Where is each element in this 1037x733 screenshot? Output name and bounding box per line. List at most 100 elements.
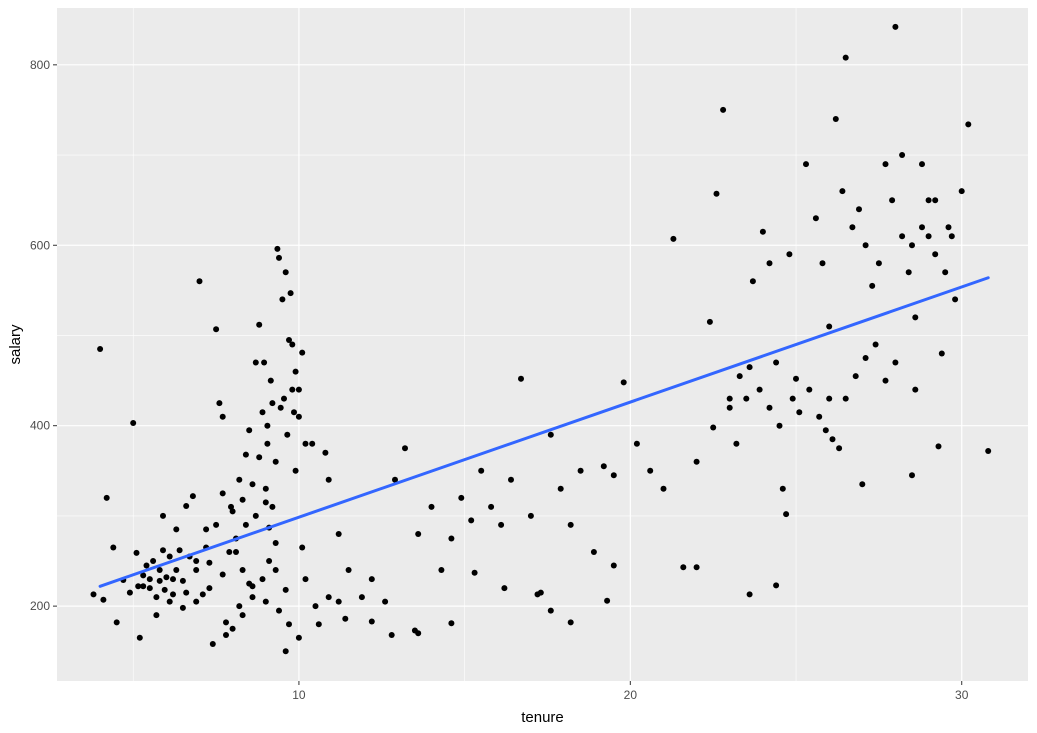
data-point <box>932 251 939 258</box>
data-point <box>759 228 766 235</box>
x-tick-label: 20 <box>624 688 638 702</box>
data-point <box>272 540 279 546</box>
data-point <box>826 323 833 330</box>
data-point <box>100 596 107 603</box>
data-point <box>458 494 465 501</box>
data-point <box>806 386 813 393</box>
data-point <box>272 567 279 573</box>
data-point <box>223 632 229 638</box>
data-points <box>90 23 992 655</box>
data-point <box>179 604 186 611</box>
y-axis-ticks: 200 400 600 800 <box>30 58 57 613</box>
data-point <box>557 485 564 492</box>
plot-panel <box>57 8 1028 681</box>
data-point <box>259 576 266 583</box>
data-point <box>793 375 799 382</box>
data-point <box>819 260 826 267</box>
x-axis-ticks: 10 20 30 <box>292 681 969 702</box>
data-point <box>170 576 176 583</box>
data-point <box>620 379 627 386</box>
data-point <box>776 422 783 429</box>
data-point <box>590 549 597 555</box>
data-point <box>789 395 796 402</box>
data-point <box>909 242 915 249</box>
data-point <box>796 409 803 416</box>
data-point <box>859 481 866 488</box>
data-point <box>156 577 163 584</box>
data-point <box>892 359 899 366</box>
data-point <box>872 341 879 348</box>
data-point <box>382 598 389 605</box>
data-point <box>783 511 790 518</box>
data-point <box>143 562 150 569</box>
data-point <box>746 591 753 598</box>
y-tick-label: 600 <box>30 238 50 252</box>
data-point <box>875 260 882 267</box>
data-point <box>478 467 485 474</box>
data-point <box>325 476 332 483</box>
data-point <box>140 572 147 579</box>
data-point <box>193 558 200 564</box>
data-point <box>547 607 554 614</box>
data-point <box>779 485 786 492</box>
data-point <box>577 467 584 474</box>
data-point <box>925 197 932 204</box>
data-point <box>746 364 753 371</box>
data-point <box>242 451 249 458</box>
data-point <box>223 619 229 626</box>
data-point <box>839 188 846 195</box>
data-point <box>135 583 142 590</box>
data-point <box>766 260 773 267</box>
data-point <box>803 161 809 168</box>
data-point <box>136 634 143 641</box>
y-tick-label: 200 <box>30 599 50 613</box>
data-point <box>766 404 773 411</box>
data-point <box>206 585 213 592</box>
data-point <box>110 544 117 551</box>
data-point <box>633 440 640 447</box>
data-point <box>335 531 342 537</box>
data-point <box>965 121 972 128</box>
data-point <box>610 472 617 479</box>
data-point <box>160 512 166 519</box>
data-point <box>267 377 274 384</box>
data-point <box>233 549 239 555</box>
data-point <box>261 359 268 366</box>
data-point <box>786 251 793 258</box>
data-point <box>97 346 104 352</box>
data-point <box>153 612 160 619</box>
data-point <box>842 395 849 402</box>
data-point <box>264 422 271 429</box>
data-point <box>438 567 445 573</box>
x-tick-label: 30 <box>955 688 969 702</box>
data-point <box>498 521 505 528</box>
data-point <box>567 619 574 626</box>
data-point <box>299 544 306 551</box>
data-point <box>706 318 713 325</box>
data-point <box>322 449 329 456</box>
data-point <box>249 594 256 601</box>
data-point <box>193 598 200 605</box>
data-point <box>743 395 750 402</box>
data-point <box>183 503 190 509</box>
data-point <box>246 427 253 434</box>
data-point <box>262 485 269 492</box>
data-point <box>249 481 256 488</box>
data-point <box>842 54 849 61</box>
data-point <box>862 355 869 361</box>
data-point <box>836 445 843 452</box>
data-point <box>508 476 514 483</box>
y-tick-label: 800 <box>30 58 50 72</box>
data-point <box>958 188 965 195</box>
data-point <box>534 591 541 598</box>
data-point <box>291 409 297 416</box>
data-point <box>899 233 906 240</box>
data-point <box>693 564 700 571</box>
trend-line <box>98 276 990 588</box>
data-point <box>284 431 291 438</box>
data-point <box>773 582 780 589</box>
data-point <box>289 341 296 348</box>
data-point <box>170 591 176 598</box>
data-point <box>219 571 226 578</box>
data-point <box>388 632 395 638</box>
